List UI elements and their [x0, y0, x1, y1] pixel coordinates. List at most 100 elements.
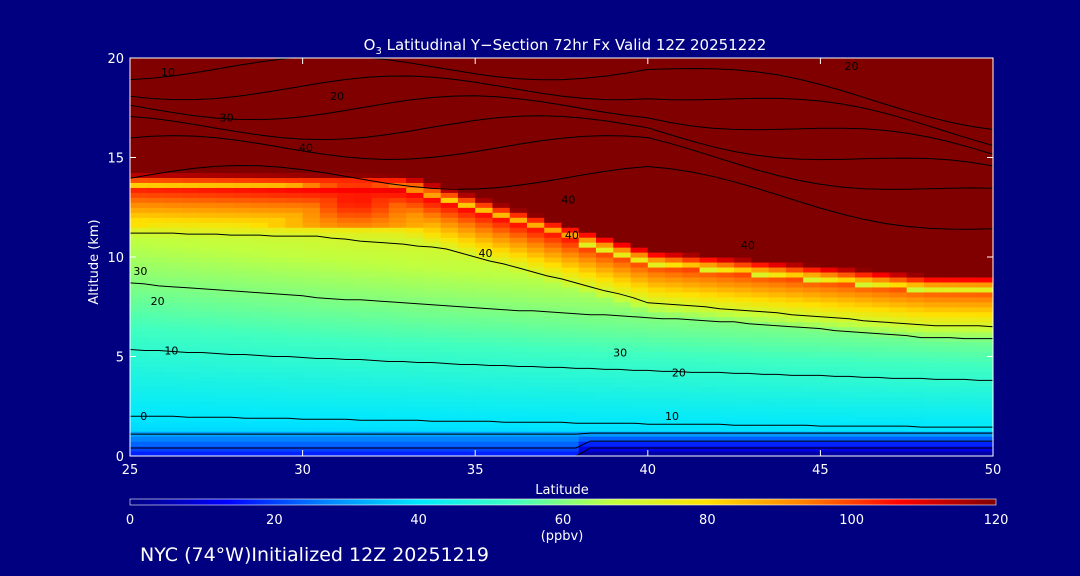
field-cell — [388, 252, 407, 258]
field-cell — [820, 92, 839, 99]
field-cell — [647, 257, 666, 263]
field-cell — [337, 311, 355, 318]
field-cell — [147, 97, 166, 104]
field-cell — [975, 311, 993, 318]
field-cell — [354, 157, 373, 164]
field-cell — [492, 82, 511, 89]
field-cell — [699, 162, 718, 169]
field-cell — [941, 207, 960, 213]
field-cell — [734, 271, 752, 278]
field-cell — [734, 242, 752, 248]
field-cell — [647, 296, 666, 303]
field-cell — [630, 261, 649, 268]
field-cell — [319, 306, 338, 313]
field-cell — [561, 396, 580, 402]
field-cell — [923, 67, 942, 74]
field-cell — [975, 92, 993, 99]
field-cell — [509, 247, 528, 253]
field-cell — [923, 177, 942, 183]
field-cell — [803, 72, 821, 79]
field-cell — [354, 366, 373, 373]
field-cell — [423, 212, 442, 218]
field-cell — [371, 197, 390, 203]
field-cell — [544, 72, 563, 79]
field-cell — [526, 261, 545, 268]
field-cell — [665, 97, 683, 104]
field-cell — [975, 87, 993, 94]
field-cell — [423, 376, 442, 382]
field-cell — [302, 167, 321, 174]
field-cell — [216, 366, 235, 373]
field-cell — [889, 281, 908, 288]
field-cell — [837, 306, 856, 313]
field-cell — [872, 152, 891, 159]
field-cell — [803, 157, 821, 164]
field-cell — [578, 376, 597, 382]
field-cell — [647, 162, 666, 169]
field-cell — [647, 102, 666, 109]
field-cell — [975, 376, 993, 382]
field-cell — [509, 321, 528, 328]
field-cell — [164, 117, 183, 124]
field-cell — [302, 351, 321, 358]
field-cell — [199, 102, 217, 109]
field-cell — [475, 321, 494, 328]
field-cell — [872, 117, 891, 124]
field-cell — [613, 296, 632, 303]
field-cell — [768, 406, 787, 412]
field-cell — [526, 182, 545, 188]
field-cell — [854, 441, 873, 447]
field-cell — [371, 356, 390, 363]
field-cell — [958, 411, 977, 417]
field-cell — [164, 97, 183, 104]
field-cell — [941, 446, 960, 452]
field-cell — [457, 82, 476, 89]
field-cell — [768, 137, 787, 144]
field-cell — [147, 286, 166, 293]
field-cell — [388, 222, 407, 228]
field-cell — [302, 291, 321, 298]
field-cell — [699, 446, 718, 452]
field-cell — [354, 391, 373, 397]
field-cell — [457, 346, 476, 353]
field-cell — [665, 112, 683, 119]
field-cell — [233, 406, 252, 412]
field-cell — [872, 366, 891, 373]
field-cell — [406, 396, 425, 402]
field-cell — [889, 157, 908, 164]
field-cell — [682, 127, 701, 134]
field-cell — [475, 252, 494, 258]
field-cell — [164, 192, 183, 198]
field-cell — [526, 321, 545, 328]
field-cell — [613, 406, 632, 412]
field-cell — [475, 172, 494, 178]
field-cell — [751, 281, 770, 288]
field-cell — [803, 426, 821, 432]
field-cell — [233, 122, 252, 129]
field-cell — [561, 142, 580, 149]
field-cell — [768, 92, 787, 99]
field-cell — [872, 212, 891, 218]
field-cell — [682, 351, 701, 358]
field-cell — [337, 301, 355, 308]
field-cell — [751, 386, 770, 392]
field-cell — [457, 182, 476, 188]
field-cell — [268, 391, 286, 397]
field-cell — [526, 157, 545, 164]
field-cell — [630, 227, 649, 233]
field-cell — [319, 391, 338, 397]
field-cell — [526, 172, 545, 178]
field-cell — [837, 147, 856, 154]
field-cell — [147, 127, 166, 134]
field-cell — [630, 182, 649, 188]
field-cell — [923, 331, 942, 338]
field-cell — [630, 82, 649, 89]
field-cell — [630, 157, 649, 164]
field-cell — [889, 396, 908, 402]
field-cell — [371, 316, 390, 323]
field-cell — [734, 227, 752, 233]
field-cell — [785, 92, 804, 99]
field-cell — [268, 271, 286, 278]
